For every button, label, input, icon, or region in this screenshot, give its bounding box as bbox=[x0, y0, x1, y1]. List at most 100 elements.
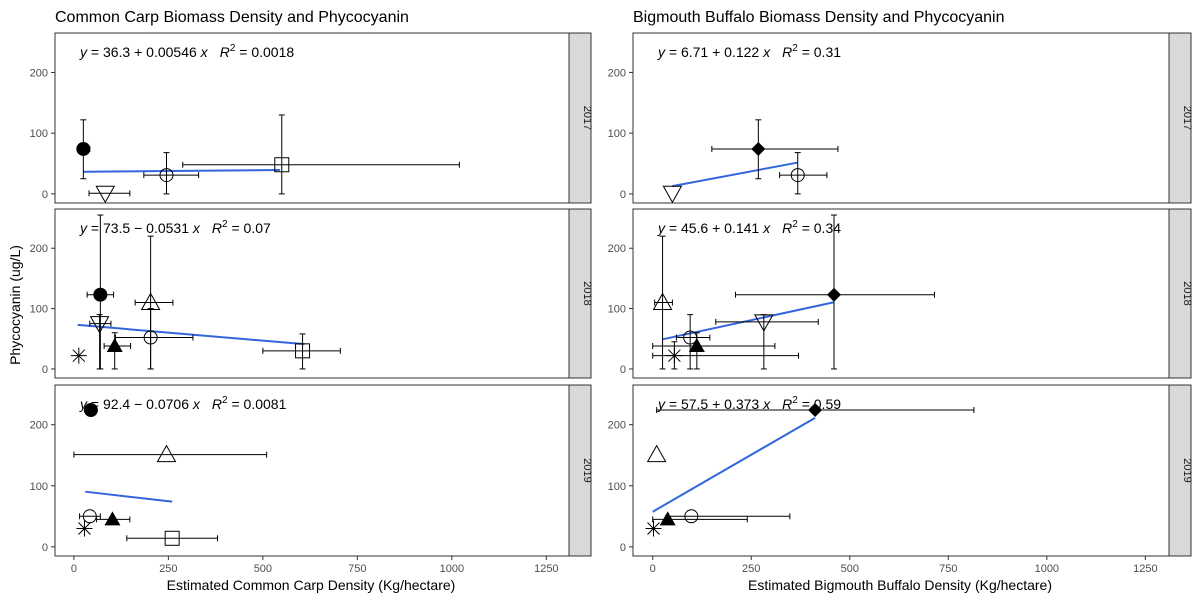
data-point-filled-diamond bbox=[656, 403, 975, 418]
marker bbox=[662, 185, 683, 204]
regression-line bbox=[662, 301, 835, 341]
data-point-open-triangle-up bbox=[646, 444, 667, 463]
marker bbox=[89, 316, 110, 334]
marker bbox=[668, 349, 681, 363]
data-point-filled-diamond bbox=[734, 214, 935, 370]
marker bbox=[78, 522, 91, 535]
marker bbox=[95, 185, 116, 204]
marker bbox=[295, 343, 311, 359]
regression-line bbox=[77, 323, 305, 346]
facet-strip-label: 2018 bbox=[1181, 281, 1193, 305]
marker bbox=[790, 168, 805, 183]
facet-panel: 2017 0 100 200 y = 6.71 + 0.122 x R2 = 0.31 bbox=[608, 32, 1193, 204]
marker bbox=[274, 157, 290, 173]
y-tick-label: 100 bbox=[30, 128, 48, 140]
y-tick-label: 200 bbox=[608, 243, 626, 255]
marker bbox=[684, 509, 699, 524]
facet-panel: 2019 0 100 200 y = 57.5 + 0.373 x R2 = 0.59 0 2… bbox=[608, 384, 1193, 575]
regression-line bbox=[85, 490, 173, 503]
x-axis-label: Estimated Common Carp Density (Kg/hectar… bbox=[167, 577, 456, 593]
facet-panel: 2019 0 100 200 y = 92.4 − 0.0706 x R2 = 0.008… bbox=[30, 384, 593, 575]
data-point-open-square bbox=[126, 530, 219, 546]
y-tick-label: 100 bbox=[608, 304, 626, 316]
facet-strip-label: 2018 bbox=[581, 281, 593, 305]
panel-border bbox=[54, 384, 570, 557]
marker bbox=[688, 338, 705, 353]
data-point-asterisk bbox=[652, 341, 800, 370]
panel-border bbox=[632, 32, 1170, 204]
y-tick-label: 100 bbox=[30, 304, 48, 316]
data-point-asterisk bbox=[70, 347, 87, 364]
regression-line bbox=[672, 161, 798, 188]
y-tick-label: 200 bbox=[30, 67, 48, 79]
chart-title: Common Carp Biomass Density and Phycocya… bbox=[55, 9, 409, 26]
y-tick-label: 200 bbox=[30, 420, 48, 432]
facet-panel: 2018 0 100 200 y = 45.6 + 0.141 x R2 = 0.34 bbox=[608, 208, 1193, 379]
y-tick-label: 200 bbox=[608, 67, 626, 79]
facet-strip-label: 2019 bbox=[581, 458, 593, 482]
facet-strip bbox=[568, 384, 592, 557]
marker bbox=[106, 338, 123, 353]
y-tick-label: 200 bbox=[30, 243, 48, 255]
x-tick-label: 250 bbox=[159, 563, 177, 575]
marker bbox=[808, 403, 823, 418]
facet-panel: 2017 0 100 200 y = 36.3 + 0.00546 x R2 = 0.00… bbox=[30, 32, 593, 204]
panel-border bbox=[632, 208, 1170, 379]
facet-strip bbox=[568, 32, 592, 204]
x-axis-label: Estimated Bigmouth Buffalo Density (Kg/h… bbox=[748, 577, 1052, 593]
marker bbox=[753, 314, 774, 332]
x-tick-label: 1250 bbox=[1133, 563, 1157, 575]
marker bbox=[83, 403, 98, 418]
data-point-asterisk bbox=[645, 520, 662, 537]
marker bbox=[72, 349, 86, 363]
data-point-open-triangle-down bbox=[88, 185, 131, 204]
facet-strip bbox=[568, 208, 592, 379]
regression-line bbox=[83, 169, 280, 173]
y-tick-label: 0 bbox=[42, 364, 48, 376]
data-point-filled-diamond bbox=[711, 119, 839, 180]
marker bbox=[751, 141, 766, 156]
panel-border bbox=[54, 208, 570, 379]
x-tick-label: 1000 bbox=[440, 563, 464, 575]
data-point-open-circle bbox=[143, 152, 200, 195]
y-tick-label: 100 bbox=[30, 481, 48, 493]
x-tick-label: 500 bbox=[841, 563, 859, 575]
marker bbox=[646, 444, 667, 463]
data-point-asterisk bbox=[76, 520, 93, 537]
data-point-filled-triangle-up bbox=[103, 332, 132, 370]
x-tick-label: 1250 bbox=[534, 563, 558, 575]
marker bbox=[93, 287, 108, 302]
x-tick-label: 750 bbox=[348, 563, 366, 575]
facet-strip-label: 2017 bbox=[581, 106, 593, 130]
facet-strip-label: 2019 bbox=[1181, 458, 1193, 482]
y-tick-label: 0 bbox=[42, 189, 48, 201]
data-point-filled-triangle-up bbox=[652, 511, 748, 526]
facet-strip-label: 2017 bbox=[1181, 106, 1193, 130]
y-tick-label: 200 bbox=[608, 420, 626, 432]
data-point-open-triangle-down bbox=[89, 314, 112, 370]
marker bbox=[164, 530, 180, 546]
facet-strip bbox=[1168, 208, 1192, 379]
regression-equation: y = 45.6 + 0.141 x R2 = 0.34 bbox=[657, 219, 841, 236]
regression-equation: y = 57.5 + 0.373 x R2 = 0.59 bbox=[657, 395, 841, 412]
y-tick-label: 100 bbox=[608, 481, 626, 493]
marker bbox=[143, 330, 158, 345]
regression-line bbox=[652, 416, 816, 513]
y-axis-label: Phycocyanin (ug/L) bbox=[7, 245, 23, 365]
marker bbox=[159, 168, 174, 183]
marker bbox=[647, 522, 660, 535]
marker bbox=[652, 292, 673, 311]
data-point-filled-triangle-up bbox=[652, 332, 776, 370]
data-point-open-square bbox=[262, 333, 341, 370]
x-tick-label: 0 bbox=[71, 563, 77, 575]
bigmouth-buffalo-chart: Bigmouth Buffalo Biomass Density and Phy… bbox=[608, 9, 1193, 593]
y-tick-label: 0 bbox=[620, 189, 626, 201]
data-point-open-triangle-down bbox=[662, 185, 683, 204]
chart-title: Bigmouth Buffalo Biomass Density and Phy… bbox=[633, 9, 1004, 26]
facet-panel: 2018 0 100 200 y = 73.5 − 0.0531 x R2 = 0.07 bbox=[30, 208, 593, 379]
marker bbox=[76, 141, 91, 156]
data-point-filled-circle bbox=[76, 119, 91, 180]
data-point-open-triangle-down bbox=[715, 314, 819, 370]
y-tick-label: 0 bbox=[620, 542, 626, 554]
